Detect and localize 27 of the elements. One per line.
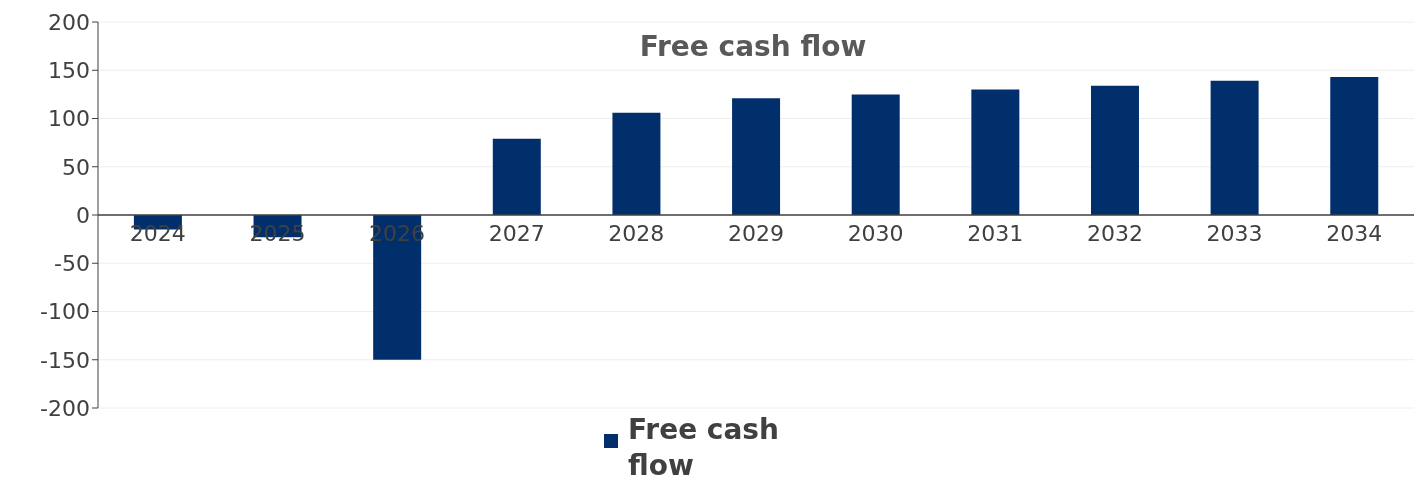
- bar: [1330, 77, 1379, 215]
- y-tick-label: 100: [48, 106, 90, 132]
- x-tick-label: 2027: [488, 221, 545, 246]
- x-tick-label: 2028: [608, 221, 665, 246]
- y-tick-label: -150: [40, 347, 90, 373]
- y-tick-label: -50: [54, 251, 90, 277]
- bar: [971, 89, 1020, 215]
- x-tick-label: 2031: [967, 221, 1024, 246]
- chart-title: Free cash flow: [639, 30, 867, 63]
- y-tick-label: 50: [62, 154, 90, 180]
- y-tick-label: -100: [40, 299, 90, 325]
- y-tick-label: 0: [76, 202, 90, 228]
- bar: [612, 112, 661, 215]
- bar: [732, 98, 781, 215]
- y-tick-label: 150: [48, 58, 90, 84]
- y-tick-label: 200: [48, 9, 90, 35]
- legend-label: Free cash flow: [628, 412, 780, 484]
- x-tick-label: 2030: [847, 221, 904, 246]
- x-tick-label: 2032: [1086, 221, 1143, 246]
- bar: [1090, 85, 1139, 215]
- bar: [492, 138, 541, 215]
- y-tick-label: -200: [40, 395, 90, 421]
- bar: [851, 94, 900, 215]
- x-tick-label: 2029: [728, 221, 784, 246]
- x-tick-label: 2034: [1326, 221, 1383, 246]
- bar: [1210, 80, 1259, 215]
- x-tick-label: 2033: [1206, 221, 1263, 246]
